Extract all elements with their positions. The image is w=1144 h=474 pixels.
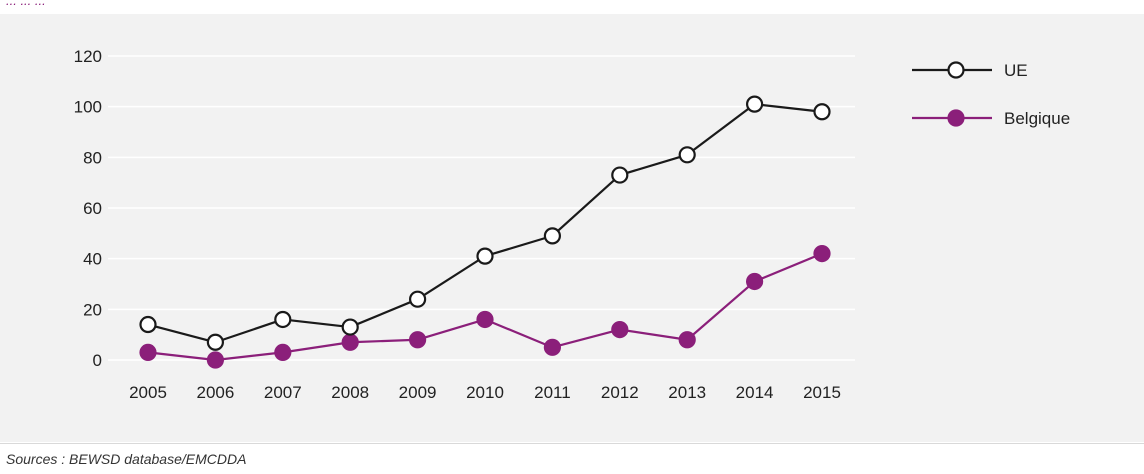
source-note: Sources : BEWSD database/EMCDDA xyxy=(6,451,247,467)
y-tick-label: 100 xyxy=(74,98,102,117)
data-point-ue xyxy=(409,290,427,308)
x-tick-label: 2010 xyxy=(466,383,504,402)
data-point-ue xyxy=(813,103,831,121)
data-point-belgique xyxy=(409,331,427,349)
series-line-belgique xyxy=(147,252,823,362)
data-point-ue xyxy=(543,227,562,245)
y-tick-label: 120 xyxy=(74,47,102,66)
data-point-belgique xyxy=(139,343,157,361)
source-footer: Sources : BEWSD database/EMCDDA xyxy=(0,443,1144,474)
y-tick-label: 80 xyxy=(83,148,102,167)
x-tick-label: 2011 xyxy=(534,383,571,402)
chart-panel: 0 20 40 60 80 100 120 2005 2006 2007 2008 2009 2010… xyxy=(0,14,1144,442)
data-point-ue xyxy=(341,318,359,336)
series-lines xyxy=(139,95,831,369)
x-axis-tick-labels: 2005 2006 2007 2008 2009 2010 2011 2012 2013 2014… xyxy=(129,383,841,402)
data-point-ue xyxy=(611,166,629,184)
legend-label-belgique: Belgique xyxy=(1004,109,1070,128)
data-point-ue xyxy=(678,146,696,164)
y-tick-label: 20 xyxy=(83,300,102,319)
y-axis-tick-labels: 0 20 40 60 80 100 120 xyxy=(74,47,102,370)
line-chart: 0 20 40 60 80 100 120 2005 2006 2007 2008 2009 2010… xyxy=(74,47,1071,402)
data-point-ue xyxy=(274,310,292,329)
legend-marker-belgique xyxy=(947,109,965,127)
data-point-belgique xyxy=(274,343,292,361)
x-tick-label: 2014 xyxy=(736,383,774,402)
data-point-belgique xyxy=(476,310,494,329)
x-tick-label: 2007 xyxy=(264,383,302,402)
legend-label-ue: UE xyxy=(1004,61,1028,80)
legend-marker-ue xyxy=(947,61,965,79)
y-tick-label: 40 xyxy=(83,250,102,269)
data-point-belgique xyxy=(341,333,359,351)
x-tick-label: 2008 xyxy=(331,383,369,402)
data-point-belgique xyxy=(543,338,562,356)
figure-title-fragment: ... ... ... xyxy=(6,0,46,7)
x-tick-label: 2006 xyxy=(196,383,234,402)
data-point-belgique xyxy=(206,351,224,369)
data-point-belgique xyxy=(813,245,831,263)
x-tick-label: 2005 xyxy=(129,383,167,402)
data-point-ue xyxy=(745,95,764,113)
x-tick-label: 2012 xyxy=(601,383,639,402)
data-point-belgique xyxy=(745,272,764,291)
data-point-ue xyxy=(476,247,494,265)
top-strip: ... ... ... xyxy=(0,0,1144,14)
legend: UE Belgique xyxy=(912,61,1070,128)
x-tick-label: 2013 xyxy=(668,383,706,402)
data-point-ue xyxy=(139,315,157,334)
x-tick-label: 2009 xyxy=(399,383,437,402)
y-tick-label: 60 xyxy=(83,199,102,218)
series-line-ue xyxy=(147,103,823,344)
data-point-belgique xyxy=(678,331,696,349)
y-tick-label: 0 xyxy=(93,351,102,370)
data-point-ue xyxy=(206,333,224,351)
x-tick-label: 2015 xyxy=(803,383,841,402)
data-point-belgique xyxy=(611,321,629,339)
